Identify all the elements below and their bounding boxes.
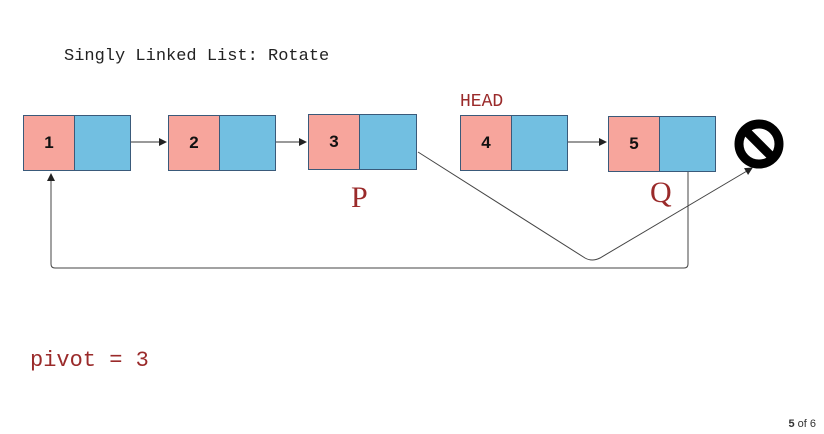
- slide-title: Singly Linked List: Rotate: [64, 47, 330, 66]
- node-value: 5: [609, 117, 660, 171]
- page-total: of 6: [797, 418, 816, 430]
- node-pointer-cell: [75, 116, 130, 170]
- list-node-5: 5: [608, 116, 716, 172]
- list-node-1: 1: [23, 115, 131, 171]
- node-pointer-cell: [660, 117, 715, 171]
- node-value: 1: [24, 116, 75, 170]
- node-pointer-cell: [220, 116, 275, 170]
- list-node-2: 2: [168, 115, 276, 171]
- null-no-entry-icon: [734, 119, 784, 169]
- node-pointer-cell: [512, 116, 567, 170]
- node-pointer-cell: [360, 115, 416, 169]
- node-value: 3: [309, 115, 360, 169]
- arrow-node3-to-null: [417, 151, 753, 261]
- node-value: 2: [169, 116, 220, 170]
- list-node-3: 3: [308, 114, 417, 170]
- list-node-4: 4: [460, 115, 568, 171]
- q-pointer-label: Q: [650, 176, 672, 209]
- page-counter: 5 of 6: [788, 418, 816, 430]
- head-label: HEAD: [460, 92, 504, 112]
- node-value: 4: [461, 116, 512, 170]
- p-pointer-label: P: [351, 181, 368, 214]
- arrow-node5-to-node1: [47, 172, 689, 269]
- page-current: 5: [788, 418, 795, 430]
- pivot-text: pivot = 3: [30, 348, 149, 373]
